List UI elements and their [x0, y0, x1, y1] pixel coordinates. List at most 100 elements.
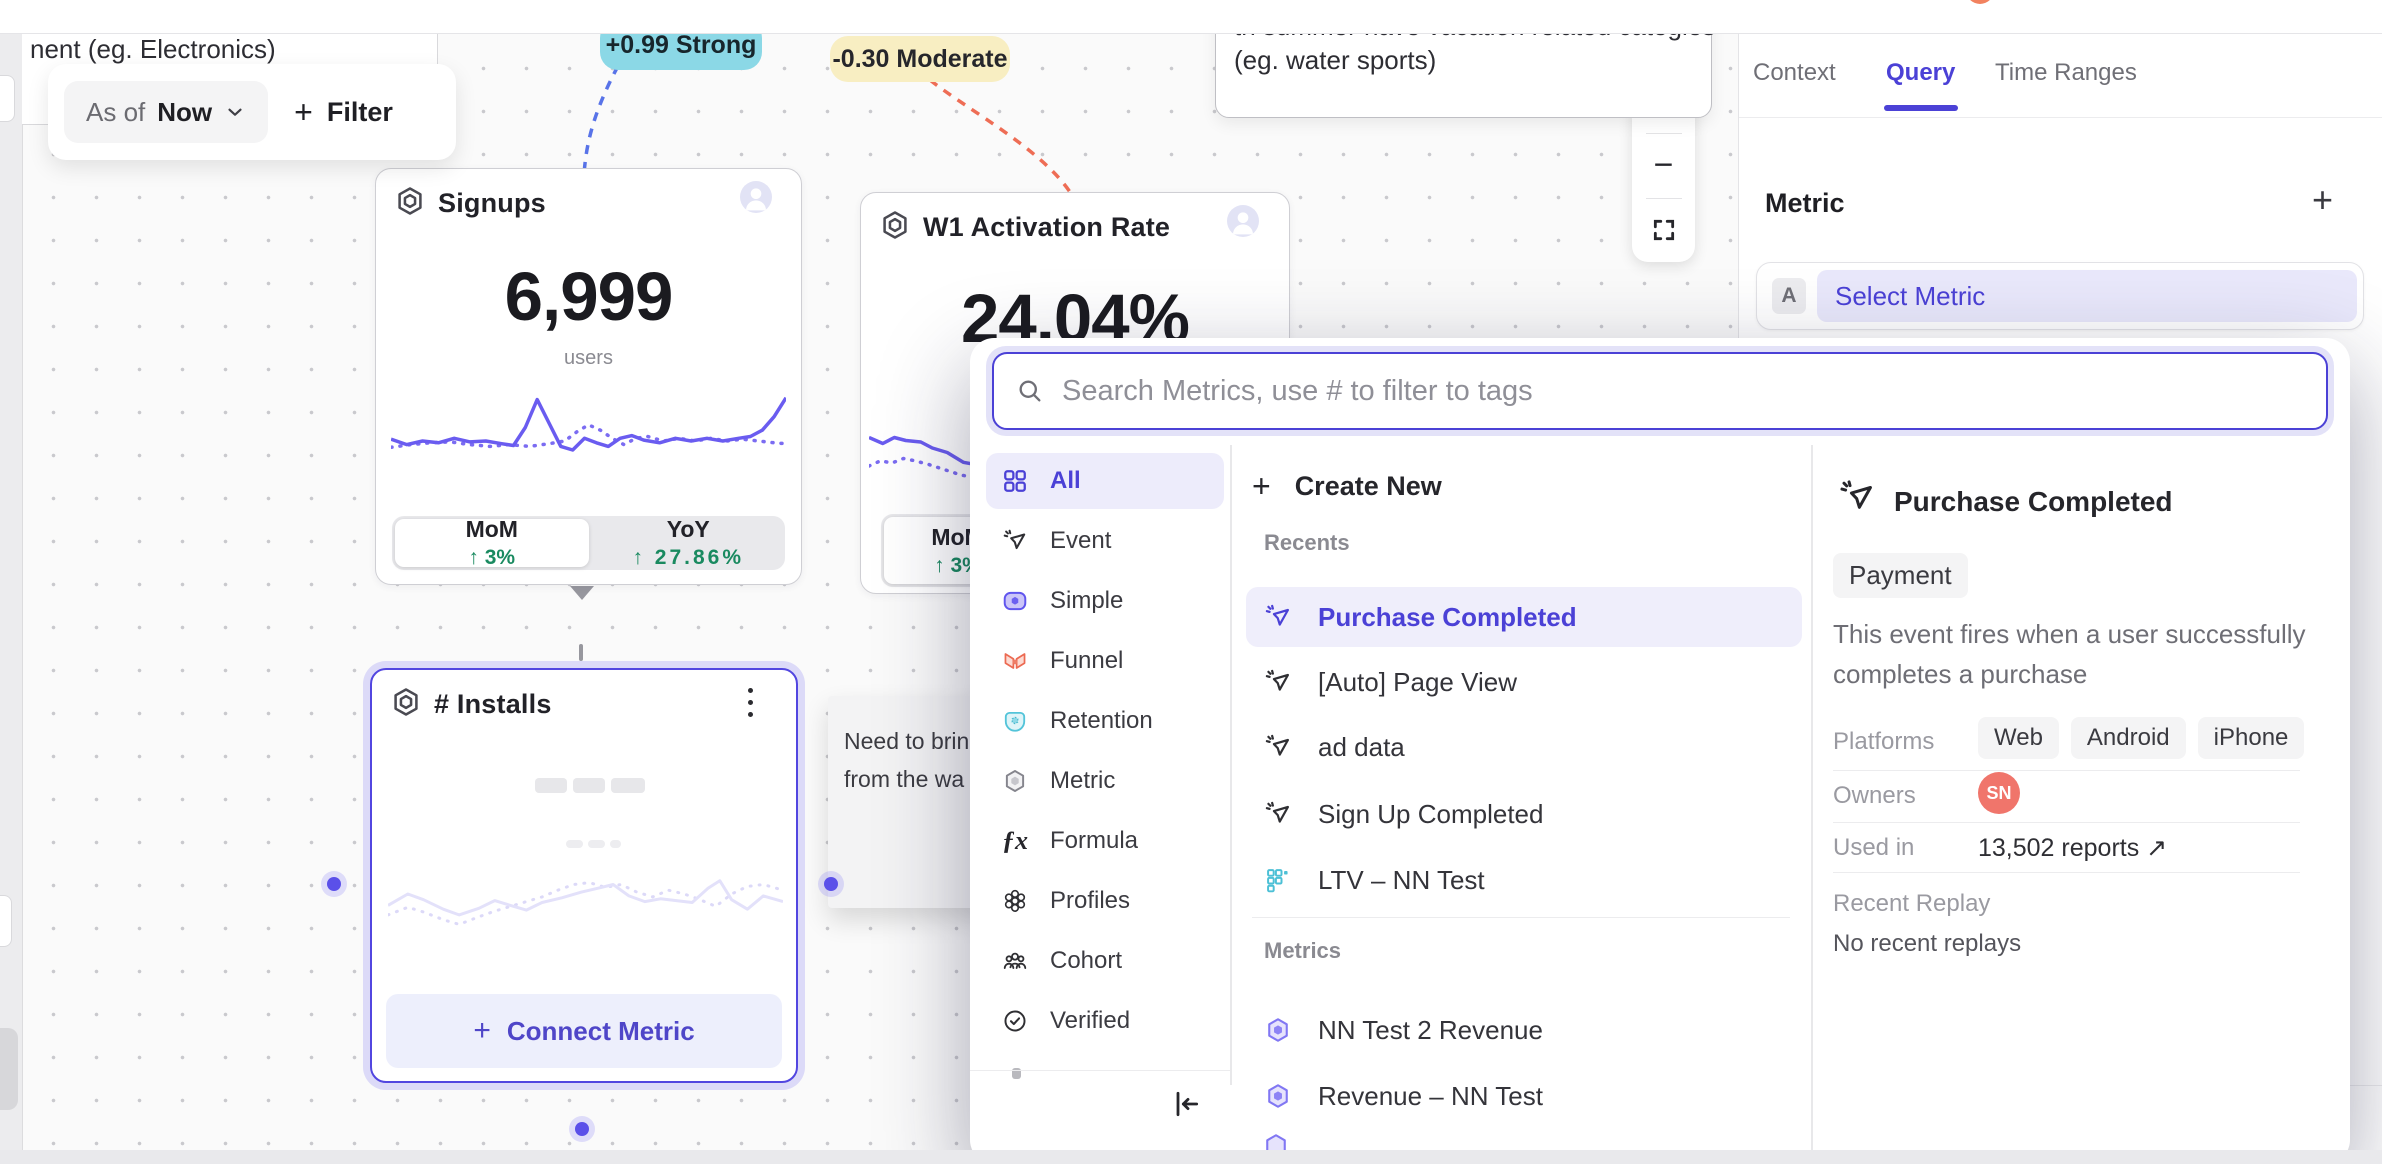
card-menu-button[interactable] [748, 688, 753, 717]
as-of-label: As of [86, 96, 146, 127]
category-label: Event [1050, 527, 1112, 554]
connection-handle[interactable] [575, 1122, 589, 1136]
left-rail [0, 33, 23, 1164]
mom-segment[interactable]: MoM ↑ 3% [395, 516, 589, 569]
window-bottom-strip [0, 1150, 2382, 1164]
detail-title: Purchase Completed [1894, 486, 2173, 517]
connection-handle[interactable] [327, 877, 341, 891]
cropped-avatar [1966, 0, 1994, 4]
tab-time-ranges[interactable]: Time Ranges [1995, 59, 2137, 86]
divider [1645, 133, 1682, 135]
recent-replay-label: Recent Replay [1833, 890, 1991, 917]
category-event[interactable]: Event [986, 513, 1224, 569]
profiles-icon [1004, 889, 1026, 912]
avatar[interactable] [740, 181, 772, 213]
search-input[interactable] [1060, 373, 2304, 409]
user-icon [1233, 212, 1253, 235]
recent-item-label: LTV – NN Test [1318, 864, 1485, 895]
event-icon [1265, 734, 1290, 756]
minus-icon: − [1653, 146, 1674, 185]
recent-item-label: Sign Up Completed [1318, 798, 1544, 829]
metric-item-label: Revenue – NN Test [1318, 1080, 1543, 1111]
recent-item[interactable]: [Auto] Page View [1246, 652, 1802, 712]
user-icon [746, 188, 766, 211]
board-metric-icon [394, 688, 418, 716]
skeleton-bar [566, 840, 583, 848]
tag-label: Payment [1833, 553, 1968, 598]
owners-label: Owners [1833, 782, 1916, 809]
category-verified[interactable]: Verified [986, 993, 1224, 1049]
yoy-value: ↑ 27.86% [632, 546, 745, 569]
recent-item-label: Purchase Completed [1318, 601, 1577, 632]
metric-card-signups[interactable]: Signups 6,999 users MoM ↑ 3% YoY ↑ 27.86… [375, 168, 802, 585]
divider [1833, 822, 2300, 823]
category-funnel[interactable]: Funnel [986, 633, 1224, 689]
tab-context[interactable]: Context [1753, 59, 1836, 86]
metric-card-installs[interactable]: # Installs + Connect Metric [370, 668, 798, 1083]
yoy-segment[interactable]: YoY ↑ 27.86% [592, 516, 786, 570]
correlation-badge-moderate[interactable]: -0.30 Moderate [830, 36, 1010, 82]
add-metric-button[interactable]: + [2312, 179, 2334, 220]
event-icon [1265, 801, 1290, 823]
sparkline-ghost-solid [388, 879, 783, 917]
sticky-note-line2: (eg. water sports) [1234, 45, 1437, 75]
simple-icon [1003, 591, 1027, 611]
select-metric-button[interactable]: Select Metric [1817, 270, 2357, 322]
used-in-value[interactable]: 13,502 reports ↗ [1978, 834, 2168, 862]
add-filter-button[interactable]: + Filter [294, 94, 393, 131]
category-all[interactable]: All [986, 453, 1224, 509]
divider [1645, 197, 1682, 199]
as-of-toolbar: As of Now + Filter [48, 64, 456, 160]
metrics-section-label: Metrics [1264, 938, 1342, 963]
category-metric[interactable]: Metric [986, 753, 1224, 809]
partial-category-icon [1012, 1068, 1021, 1079]
tab-query[interactable]: Query [1886, 59, 1956, 86]
as-of-value: Now [157, 96, 213, 127]
cohort-icon [1003, 952, 1027, 969]
metric-section-heading: Metric [1765, 188, 1845, 218]
recent-item[interactable]: Sign Up Completed [1246, 784, 1802, 844]
recent-item[interactable]: LTV – NN Test [1246, 850, 1802, 910]
category-label: Simple [1050, 587, 1124, 614]
fit-screen-button[interactable] [1632, 199, 1695, 262]
comparison-toggle: MoM ↑ 3% YoY ↑ 27.86% [392, 516, 785, 570]
series-letter-chip: A [1772, 278, 1806, 314]
recents-section-label: Recents [1264, 530, 1350, 555]
collapse-panel-icon[interactable] [1170, 1088, 1202, 1120]
flow-connector-stub [579, 644, 583, 661]
search-field[interactable] [992, 352, 2328, 430]
board-metric-icon [398, 187, 422, 215]
detail-category-tag[interactable]: Payment [1833, 553, 1968, 598]
category-formula[interactable]: ƒx Formula [986, 813, 1224, 869]
metric-item[interactable]: NN Test 2 Revenue [1246, 1000, 1802, 1060]
category-label: Formula [1050, 827, 1139, 854]
as-of-dropdown[interactable]: As of Now [64, 81, 269, 143]
recent-item[interactable]: ad data [1246, 717, 1802, 777]
category-simple[interactable]: Simple [986, 573, 1224, 629]
avatar[interactable] [1227, 205, 1259, 237]
platform-tag: Android [2070, 717, 2186, 759]
corner-note-text: nent (eg. Electronics) [30, 34, 276, 64]
create-new-button[interactable]: + Create New [1252, 462, 1442, 510]
owner-avatar[interactable]: SN [1978, 772, 2020, 814]
create-new-label: Create New [1294, 470, 1442, 501]
category-retention[interactable]: Retention [986, 693, 1224, 749]
event-icon [1840, 480, 1872, 509]
zoom-out-button[interactable]: − [1632, 134, 1695, 197]
category-cohort[interactable]: Cohort [986, 933, 1224, 989]
recent-item[interactable]: Purchase Completed [1246, 587, 1802, 647]
detail-description: This event fires when a user successfull… [1833, 619, 2306, 689]
divider [1811, 445, 1813, 1164]
grid-icon [1004, 470, 1026, 492]
board-metric-icon [883, 211, 907, 239]
skeleton-bar [535, 778, 567, 793]
metric-item[interactable]: Revenue – NN Test [1246, 1066, 1802, 1126]
connect-metric-button[interactable]: + Connect Metric [386, 994, 782, 1068]
category-profiles[interactable]: Profiles [986, 873, 1224, 929]
divider [1230, 445, 1232, 1085]
select-metric-label: Select Metric [1835, 280, 1986, 311]
metric-query-row: A Select Metric [1756, 262, 2364, 330]
connection-handle[interactable] [824, 877, 838, 891]
divider [1833, 770, 2300, 771]
offcanvas-card-fragment [0, 75, 15, 122]
